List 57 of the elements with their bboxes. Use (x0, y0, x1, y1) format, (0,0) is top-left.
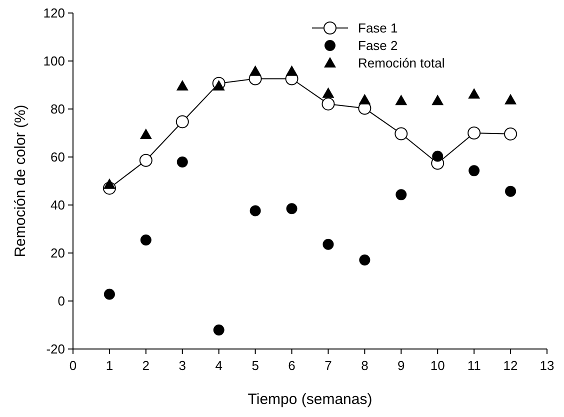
y-tick-label: 0 (58, 294, 65, 309)
x-tick-label: 6 (288, 358, 296, 373)
x-tick-label: 5 (252, 358, 259, 373)
y-tick-label: 40 (50, 198, 65, 213)
point (322, 97, 335, 110)
point (176, 80, 188, 90)
y-tick-label: -20 (46, 342, 65, 357)
point (250, 205, 261, 216)
point (432, 150, 444, 162)
y-tick-label: 20 (50, 246, 65, 261)
point (396, 189, 407, 200)
x-tick-label: 4 (215, 358, 222, 373)
point (504, 94, 517, 104)
point (322, 238, 334, 250)
x-tick-label: 0 (69, 358, 77, 373)
y-tick-label: 100 (43, 54, 65, 69)
point (468, 88, 480, 99)
point (140, 128, 152, 139)
x-axis-title: Tiempo (semanas) (248, 391, 372, 408)
point (322, 87, 334, 98)
legend-label: Fase 2 (358, 38, 398, 54)
point (139, 154, 152, 167)
x-tick-label: 1 (106, 358, 114, 373)
legend-label: Fase 1 (358, 20, 398, 36)
point (395, 94, 408, 106)
x-tick-label: 11 (467, 358, 481, 373)
point (359, 254, 370, 266)
y-tick-label: 80 (50, 102, 65, 117)
point (432, 94, 444, 106)
y-tick-label: 60 (50, 150, 65, 165)
legend-label: Remoción total (358, 56, 445, 71)
x-tick-label: 12 (503, 358, 518, 373)
point (212, 80, 225, 90)
point (104, 288, 115, 300)
x-tick-label: 8 (361, 358, 368, 373)
point (394, 127, 408, 140)
y-axis-title: Remoción de color (%) (12, 104, 29, 258)
x-tick-label: 10 (430, 358, 445, 373)
y-tick-label: 120 (43, 6, 65, 21)
point (103, 178, 116, 189)
point (504, 127, 518, 140)
x-tick-label: 2 (142, 358, 150, 373)
point (176, 156, 188, 168)
x-tick-label: 13 (540, 358, 554, 373)
x-tick-label: 9 (398, 358, 405, 373)
point (176, 115, 189, 128)
point (286, 203, 298, 214)
point (213, 324, 224, 336)
point (505, 186, 516, 197)
point (140, 234, 152, 246)
point (468, 126, 481, 140)
point (286, 65, 298, 76)
x-tick-label: 3 (178, 358, 186, 373)
point (468, 165, 480, 176)
point (358, 94, 371, 104)
x-tick-label: 7 (324, 358, 332, 373)
point (249, 65, 262, 76)
